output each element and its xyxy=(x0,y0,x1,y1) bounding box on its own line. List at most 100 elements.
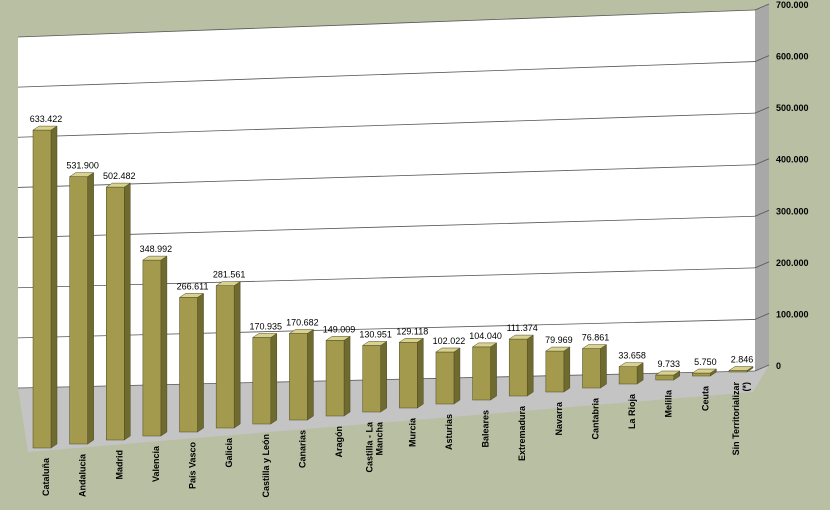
bar-side xyxy=(197,292,204,433)
category-label: Andalucia xyxy=(78,453,88,497)
value-label: 531.900 xyxy=(66,161,99,171)
bar-side xyxy=(87,172,94,445)
bar-top xyxy=(361,341,388,346)
bar-top xyxy=(68,172,95,177)
gridline xyxy=(17,61,756,88)
value-label: 2.846 xyxy=(731,355,754,365)
bar xyxy=(435,347,461,405)
bar-top xyxy=(508,334,535,340)
bar-top xyxy=(215,281,241,286)
bar-front xyxy=(215,285,235,429)
bar-top xyxy=(32,125,58,131)
category-label: Aragón xyxy=(334,426,344,458)
bar-front xyxy=(106,186,125,441)
value-label: 33.658 xyxy=(618,351,646,361)
gridline-side xyxy=(754,261,770,269)
gridline-side xyxy=(754,158,770,166)
gridlines xyxy=(17,3,770,389)
floor xyxy=(18,365,769,452)
bar xyxy=(288,329,315,421)
bar xyxy=(215,281,241,429)
bar-front xyxy=(289,333,308,421)
category-label: Sin Territorializar(*) xyxy=(731,382,751,456)
bar xyxy=(545,346,571,393)
bar xyxy=(32,125,58,449)
bar-side xyxy=(563,346,571,393)
bar-top xyxy=(581,344,608,349)
bar xyxy=(471,342,498,401)
category-label: Castilla - LaMancha xyxy=(365,421,385,473)
bar-front xyxy=(399,342,418,409)
bar-side xyxy=(343,335,351,417)
bar-top xyxy=(618,362,644,367)
y-tick-label: 400.000 xyxy=(776,155,809,165)
y-tick-label: 200.000 xyxy=(776,258,809,268)
category-label: Madrid xyxy=(114,450,124,480)
y-tick-label: 0 xyxy=(776,361,781,371)
value-label: 76.861 xyxy=(582,333,610,343)
plot-walls xyxy=(18,4,769,452)
gridline-side xyxy=(754,313,770,320)
bar xyxy=(691,368,718,377)
y-axis-tick-labels: 0 100.000 200.000 300.000 400.000 500.000 600.… xyxy=(776,0,809,371)
value-label: 633.422 xyxy=(30,114,63,124)
gridline-side xyxy=(754,106,770,114)
category-label: Melilla xyxy=(664,389,674,418)
category-label: País Vasco xyxy=(188,442,198,490)
value-label: 170.935 xyxy=(250,321,283,331)
bar-side xyxy=(600,344,607,389)
bar-top xyxy=(728,366,754,371)
gridline-side xyxy=(754,209,770,217)
category-label: Cataluña xyxy=(41,457,51,496)
value-label: 104.040 xyxy=(469,331,502,341)
gridline xyxy=(17,267,756,289)
bar-front xyxy=(32,129,52,449)
bar xyxy=(325,335,351,417)
y-tick-label: 600.000 xyxy=(776,52,809,62)
value-label: 348.992 xyxy=(140,244,173,254)
category-label: Valencia xyxy=(151,445,161,482)
bar-side xyxy=(50,125,58,449)
bar xyxy=(398,337,425,409)
bar-side xyxy=(124,182,131,441)
value-label: 79.969 xyxy=(545,335,573,345)
category-label: Castilla y León xyxy=(261,434,271,498)
category-label: Asturias xyxy=(444,414,454,450)
value-label: 5.750 xyxy=(694,357,717,367)
bar xyxy=(178,292,205,433)
category-label: Baleares xyxy=(481,410,491,448)
bar-top xyxy=(178,293,205,298)
bar-top xyxy=(142,255,168,261)
bar-front xyxy=(252,337,272,425)
value-label: 102.022 xyxy=(433,336,466,346)
value-label: 149.009 xyxy=(323,324,356,334)
bar xyxy=(508,334,535,397)
category-label: Navarra xyxy=(554,401,564,436)
bar-side xyxy=(526,334,534,397)
gridline xyxy=(17,164,756,188)
bar-front xyxy=(362,345,381,413)
value-labels: 633.422 531.900 502.482 348.992 266.611 281.5… xyxy=(30,114,754,369)
bar xyxy=(728,366,754,373)
bar-top xyxy=(435,347,461,353)
bar-top xyxy=(251,333,278,338)
bar-front xyxy=(179,297,198,433)
bar xyxy=(105,182,132,441)
bar-front xyxy=(618,366,638,385)
side-wall xyxy=(755,4,769,371)
bar-side xyxy=(417,337,424,409)
bar xyxy=(68,172,95,445)
value-label: 129.118 xyxy=(396,326,428,336)
value-label: 9.733 xyxy=(657,359,680,369)
category-label: Extremadura xyxy=(517,405,527,461)
bar-side xyxy=(380,340,387,413)
bar xyxy=(361,340,388,413)
bars xyxy=(32,125,754,449)
bar-front xyxy=(472,346,491,401)
gridline xyxy=(17,215,756,238)
bar xyxy=(654,370,681,381)
bar-top xyxy=(398,338,425,343)
bar-top xyxy=(288,329,315,334)
gridline xyxy=(17,9,756,38)
category-label: Murcia xyxy=(407,417,417,447)
